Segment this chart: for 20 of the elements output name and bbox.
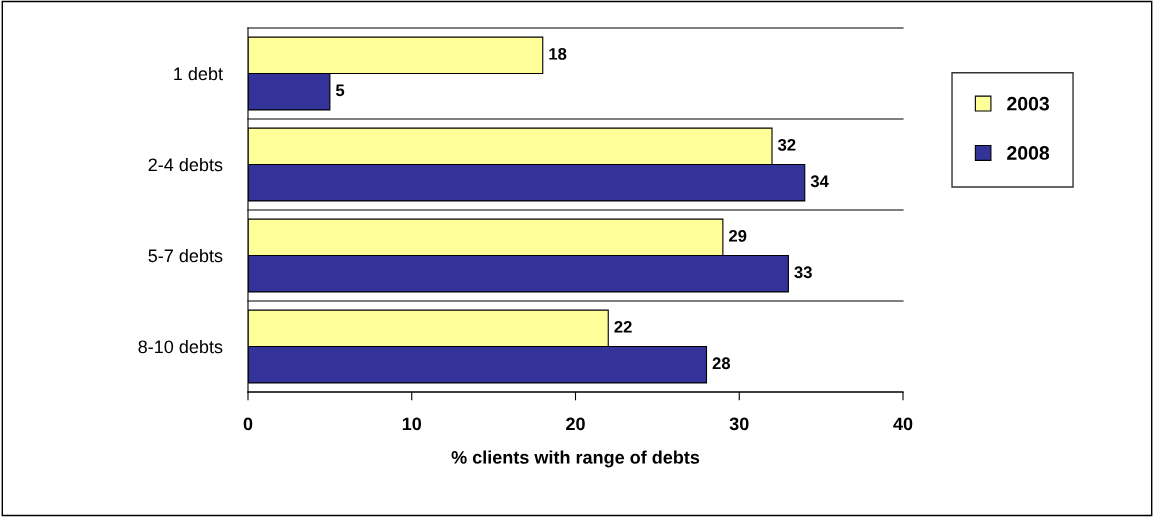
x-axis-title: % clients with range of debts: [451, 450, 700, 468]
y-tick-label: 1 debt: [174, 66, 223, 81]
data-label: 5: [335, 84, 345, 97]
data-label: 18: [549, 47, 567, 60]
x-tick-label: 10: [402, 417, 422, 431]
data-label: 29: [729, 229, 747, 242]
data-label: 22: [614, 320, 632, 333]
x-tick-label: 30: [729, 417, 749, 431]
data-label: 32: [777, 138, 796, 151]
y-tick-label: 5-7 debts: [148, 248, 223, 263]
x-tick-label: 20: [566, 417, 585, 431]
x-tick-label: 0: [243, 417, 253, 431]
legend-label: 2003: [1007, 96, 1050, 111]
legend-label: 2008: [1007, 146, 1050, 160]
data-label: 33: [794, 266, 812, 279]
y-tick-label: 2-4 debts: [148, 157, 223, 172]
data-label: 34: [810, 175, 829, 188]
y-tick-label: 8-10 debts: [138, 339, 223, 354]
data-label: 28: [712, 357, 731, 370]
x-tick-label: 40: [893, 417, 913, 431]
